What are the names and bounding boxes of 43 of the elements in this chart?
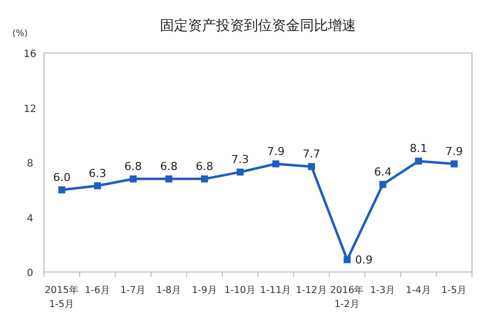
point — [379, 180, 386, 188]
x-tick-label: 1-11月 — [260, 285, 292, 296]
x-tick-label: 1-5月 — [441, 285, 467, 296]
text: 8.1 — [410, 142, 428, 156]
x-tick-label: 1-6月 — [84, 285, 110, 296]
y-tick-label: 16 — [24, 49, 36, 60]
x-tick-label: 2015年 1-5月 — [44, 284, 79, 310]
point — [415, 158, 422, 165]
x-tick-label: 1-7月 — [120, 285, 146, 296]
y-tick-label: 0 — [26, 268, 34, 279]
text: 6.8 — [196, 160, 214, 173]
x-tick-label: 1-3月 — [370, 285, 396, 296]
point — [130, 175, 137, 182]
text: 0.9 — [355, 254, 373, 267]
point — [58, 186, 66, 194]
chart-title: 固定资产投资到位资金同比增速 — [160, 18, 356, 34]
point — [201, 175, 208, 182]
point — [450, 160, 458, 168]
text: 7.7 — [302, 148, 320, 161]
y-tick-label: 4 — [26, 213, 34, 224]
y-axis-title: (%) — [12, 29, 28, 39]
text: 6.8 — [124, 160, 142, 173]
point — [94, 182, 101, 190]
point — [308, 163, 315, 170]
y-tick-label: 8 — [26, 158, 34, 170]
point — [165, 175, 172, 182]
point — [272, 160, 280, 168]
x-tick-label: 1-10月 — [224, 285, 256, 296]
text: 7.3 — [231, 153, 249, 166]
text: 7.9 — [267, 144, 285, 158]
x-tick-label: 1-12月 — [296, 285, 328, 296]
x-tick-label: 1-9月 — [192, 285, 218, 296]
text: 6.8 — [160, 160, 178, 173]
x-tick-label: 1-4月 — [406, 285, 432, 296]
text: 7.9 — [445, 144, 463, 158]
point — [236, 168, 244, 176]
text: 6.3 — [88, 166, 106, 180]
x-tick-label: 2016年 1-2月 — [330, 284, 364, 310]
text: 6.4 — [374, 165, 392, 178]
point — [344, 256, 351, 264]
x-tick-label: 1-8月 — [156, 285, 182, 296]
text: 6.0 — [53, 170, 71, 184]
y-tick-label: 12 — [24, 104, 36, 115]
